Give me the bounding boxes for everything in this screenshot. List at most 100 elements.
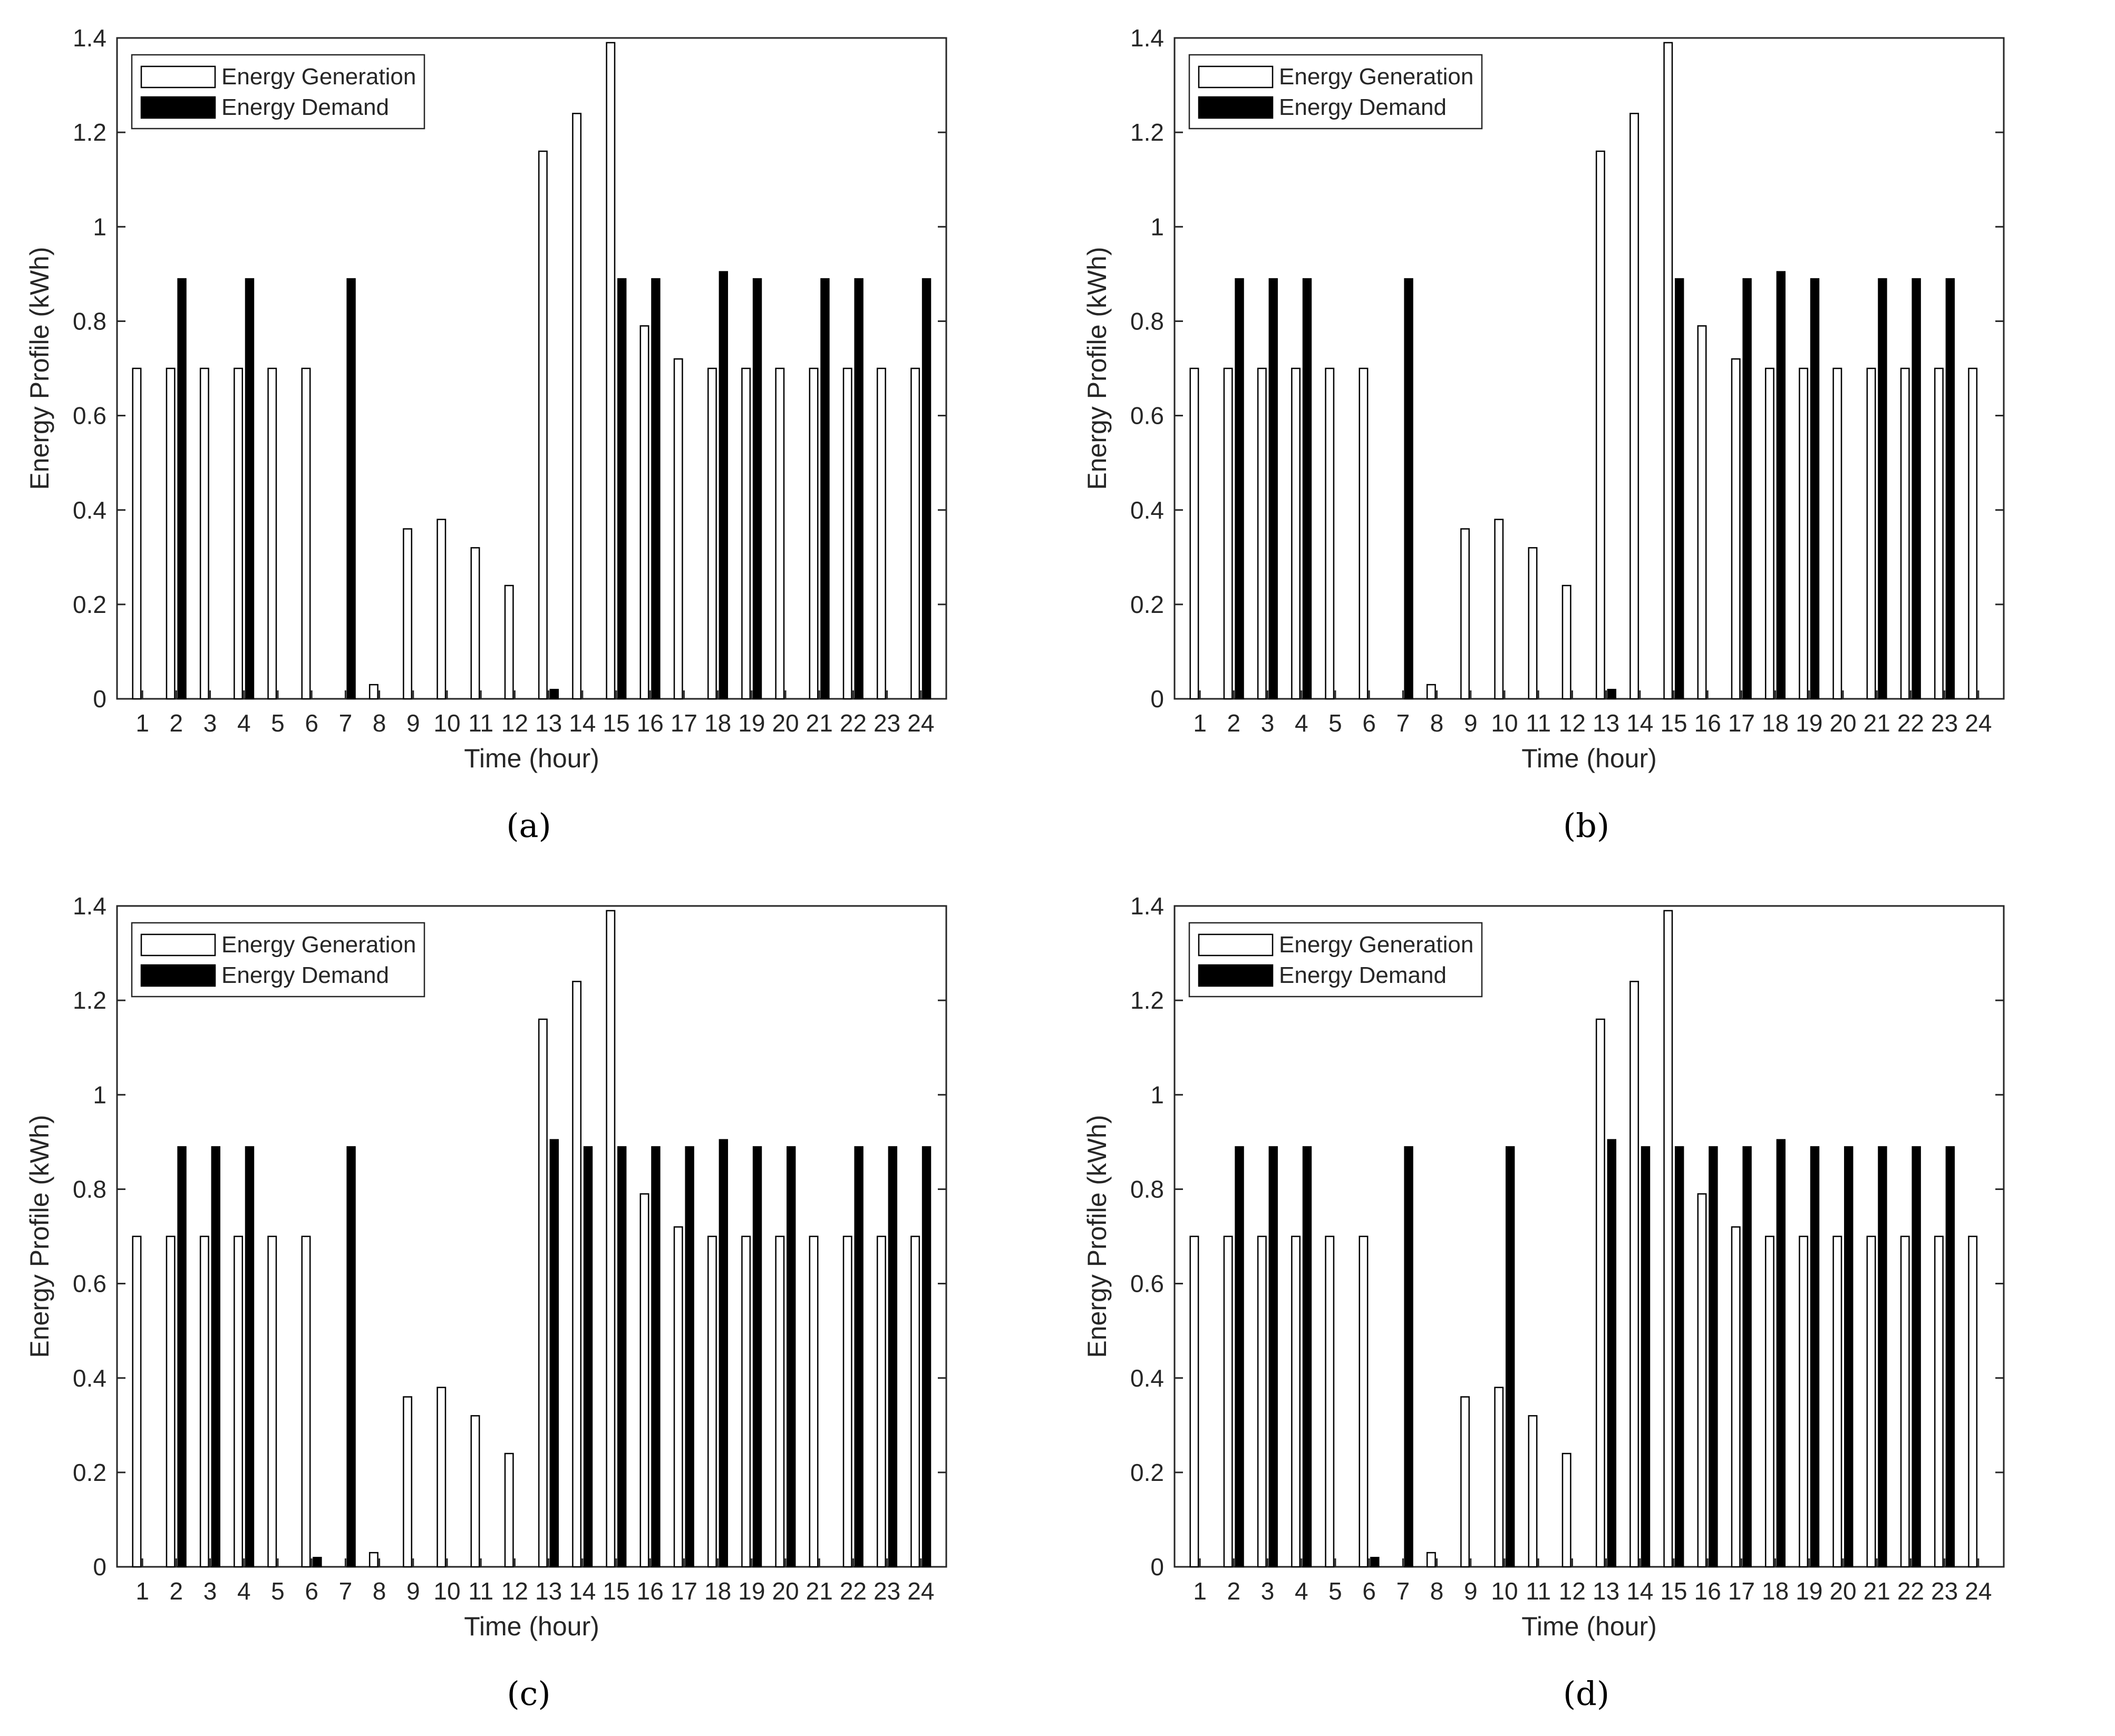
bar-energy-generation	[1832, 367, 1842, 700]
bar-energy-demand	[1742, 278, 1752, 699]
x-tick-label: 12	[1559, 1577, 1586, 1605]
bar-chart-d: 00.20.40.60.811.21.41 2 3 4 5 6 7 8 9 10 11 12 13 14 1…	[1082, 892, 2005, 1641]
bar-energy-generation	[1697, 1193, 1707, 1568]
x-tick-label: 18	[704, 709, 731, 737]
x-tick-label: 2	[170, 1577, 183, 1605]
bar-energy-generation	[1866, 1235, 1876, 1568]
y-axis-label: Energy Profile (kWh)	[1082, 1115, 1112, 1358]
bar-energy-generation	[1528, 547, 1538, 700]
x-tick-label: 3	[1261, 1577, 1275, 1605]
y-tick-label: 0.8	[73, 308, 106, 335]
bar-energy-generation	[301, 367, 311, 700]
bar-energy-demand	[921, 278, 932, 699]
x-tick-label: 20	[1829, 709, 1856, 737]
x-tick-label: 9	[1464, 709, 1478, 737]
x-tick-label: 9	[406, 709, 420, 737]
y-tick-label: 0.2	[73, 591, 106, 618]
bar-energy-demand	[820, 278, 830, 699]
bar-energy-generation	[1968, 367, 1978, 700]
bar-energy-demand	[1607, 689, 1617, 699]
bar-energy-generation	[1697, 325, 1707, 700]
bar-energy-generation	[639, 325, 649, 700]
x-tick-label: 3	[203, 709, 217, 737]
bar-energy-generation	[1223, 367, 1233, 700]
y-tick-label: 1	[93, 213, 106, 240]
bar-energy-demand	[245, 1146, 255, 1567]
x-tick-label: 19	[1796, 709, 1822, 737]
x-tick-label: 24	[907, 1577, 934, 1605]
bar-energy-demand	[617, 1146, 627, 1567]
bar-energy-demand	[1302, 278, 1312, 699]
y-tick-label: 0	[1150, 685, 1164, 713]
x-tick-label: 5	[271, 709, 285, 737]
bar-energy-generation	[775, 1235, 785, 1568]
bar-energy-generation	[1663, 42, 1673, 700]
bar-energy-demand	[549, 1139, 559, 1567]
bar-energy-demand	[1878, 1146, 1887, 1567]
bar-energy-demand	[1675, 1146, 1684, 1567]
x-tick-label: 22	[1897, 1577, 1924, 1605]
x-tick-label: 19	[1796, 1577, 1822, 1605]
y-tick-label: 0.8	[1130, 1176, 1164, 1203]
bar-energy-generation	[538, 150, 548, 700]
bar-energy-demand	[177, 1146, 187, 1567]
x-tick-label: 20	[772, 709, 799, 737]
x-tick-label: 11	[1526, 1577, 1551, 1605]
x-tick-label: 15	[603, 709, 629, 737]
x-tick-label: 8	[1430, 709, 1444, 737]
bar-energy-generation	[910, 367, 920, 700]
bar-energy-generation	[234, 367, 244, 700]
legend-swatch	[1198, 933, 1274, 957]
x-tick-label: 15	[603, 1577, 629, 1605]
bar-energy-demand	[1675, 278, 1684, 699]
x-tick-label: 16	[637, 1577, 664, 1605]
bar-energy-generation	[1189, 1235, 1199, 1568]
bar-energy-demand	[1742, 1146, 1752, 1567]
bar-energy-generation	[1934, 1235, 1944, 1568]
x-tick-label: 23	[874, 1577, 900, 1605]
x-tick-label: 17	[1728, 1577, 1755, 1605]
y-tick-label: 1.2	[1130, 987, 1164, 1014]
bar-energy-demand	[177, 278, 187, 699]
bar-chart-b: 00.20.40.60.811.21.41 2 3 4 5 6 7 8 9 10 11 12 13 14 1…	[1082, 24, 2005, 773]
bar-energy-demand	[1810, 1146, 1820, 1567]
bar-energy-generation	[1359, 367, 1369, 700]
bar-energy-demand	[1505, 1146, 1515, 1567]
x-axis-label: Time (hour)	[464, 1612, 599, 1641]
bar-energy-demand	[617, 278, 627, 699]
bar-energy-generation	[1866, 367, 1876, 700]
bar-energy-generation	[436, 1387, 447, 1568]
bar-energy-generation	[1426, 1552, 1436, 1568]
bar-energy-generation	[368, 1552, 379, 1568]
x-tick-label: 21	[1864, 1577, 1890, 1605]
x-axis-label: Time (hour)	[1521, 744, 1657, 773]
x-tick-label: 14	[1626, 709, 1653, 737]
bar-energy-demand	[245, 278, 255, 699]
x-axis-label: Time (hour)	[1521, 1612, 1657, 1641]
y-tick-label: 1.4	[1130, 24, 1164, 52]
bar-energy-demand	[346, 1146, 356, 1567]
y-tick-label: 1	[1150, 213, 1164, 240]
x-tick-label: 17	[1728, 709, 1755, 737]
x-tick-label: 16	[1694, 1577, 1721, 1605]
x-tick-label: 12	[1559, 709, 1586, 737]
x-tick-label: 4	[1295, 709, 1308, 737]
legend-swatch	[1198, 964, 1274, 987]
bar-energy-generation	[1460, 528, 1470, 700]
bar-energy-generation	[741, 1235, 751, 1568]
bar-energy-generation	[707, 1235, 717, 1568]
legend-label: Energy Demand	[221, 962, 389, 988]
x-tick-label: 15	[1660, 1577, 1687, 1605]
legend-swatch	[140, 964, 216, 987]
legend-label: Energy Demand	[1279, 962, 1447, 988]
x-tick-label: 9	[406, 1577, 420, 1605]
x-tick-label: 2	[1227, 709, 1241, 737]
x-tick-label: 6	[1362, 1577, 1376, 1605]
bar-energy-generation	[572, 113, 582, 700]
x-tick-label: 17	[671, 1577, 697, 1605]
x-tick-label: 10	[1491, 1577, 1518, 1605]
x-tick-label: 22	[840, 1577, 867, 1605]
bar-energy-demand	[1641, 1146, 1651, 1567]
bar-energy-demand	[651, 278, 661, 699]
legend-label: Energy Generation	[221, 932, 416, 958]
